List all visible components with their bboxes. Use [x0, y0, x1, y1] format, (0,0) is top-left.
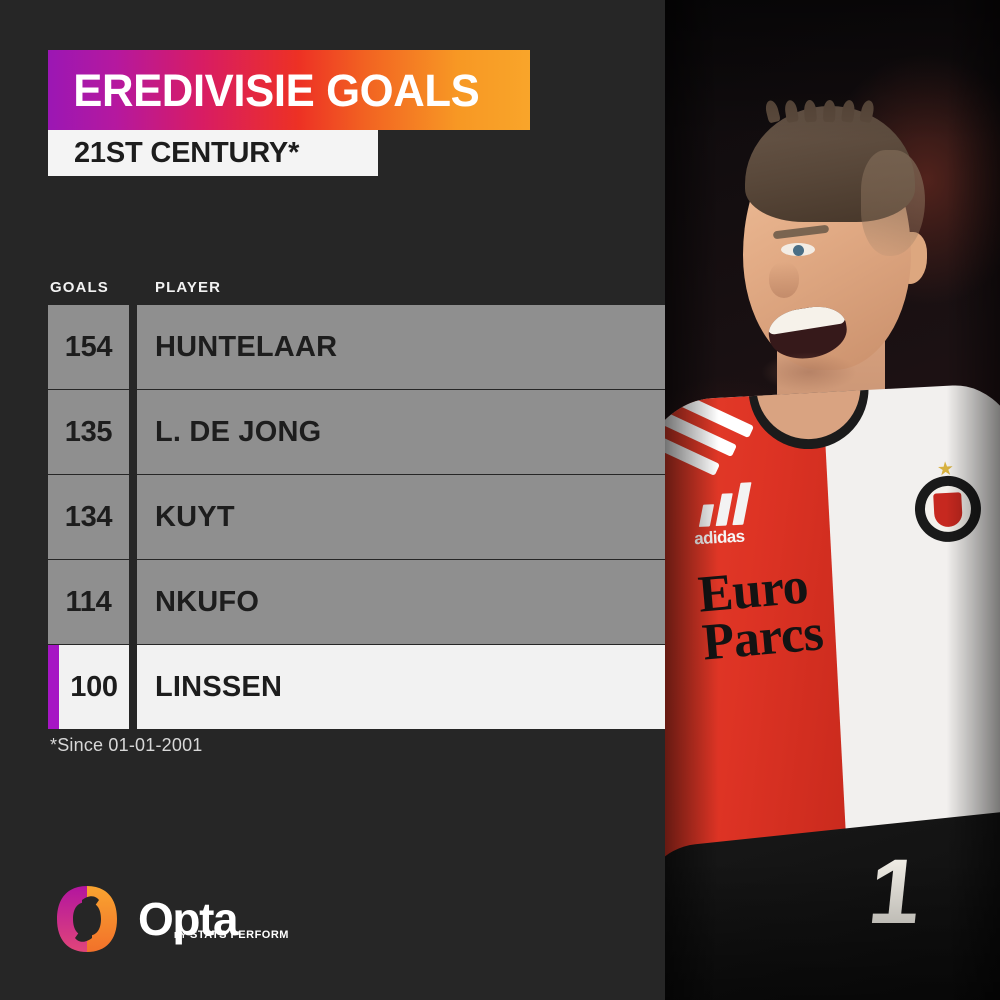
jersey-sponsor: Euro Parcs: [696, 548, 973, 671]
player-cell: KUYT: [137, 475, 665, 559]
table-row-highlighted[interactable]: 100 LINSSEN: [0, 645, 665, 729]
table-row[interactable]: 135 L. DE JONG: [0, 390, 665, 474]
player-name: HUNTELAAR: [155, 330, 338, 363]
title-banner: EREDIVISIE GOALS: [48, 50, 530, 130]
footnote-text: *Since 01-01-2001: [50, 735, 203, 755]
page-title: EREDIVISIE GOALS: [73, 64, 480, 116]
goals-value: 134: [64, 500, 113, 533]
goals-value: 100: [70, 670, 118, 703]
adidas-bar: [732, 482, 752, 526]
player-photo: adidas Euro Parcs ★ AEROREADY 1: [665, 0, 1000, 1000]
player-name: KUYT: [155, 500, 235, 533]
player-cell: HUNTELAAR: [137, 305, 665, 389]
goals-cell: 100: [59, 645, 129, 729]
goals-cell: 135: [48, 390, 129, 474]
club-crest-icon: ★: [913, 459, 983, 544]
column-header-player: PLAYER: [155, 279, 222, 296]
adidas-bar: [698, 504, 715, 527]
goals-value: 154: [64, 330, 113, 363]
player-name: LINSSEN: [155, 670, 283, 703]
opta-wordmark: Opta BY STATS PERFORM: [138, 893, 288, 946]
player-cell: LINSSEN: [137, 645, 665, 729]
table-row[interactable]: 134 KUYT: [0, 475, 665, 559]
opta-logo: Opta BY STATS PERFORM: [52, 884, 288, 954]
column-header-goals: GOALS: [50, 279, 109, 296]
opta-mark-icon: [57, 886, 117, 952]
goals-cell: 134: [48, 475, 129, 559]
page-subtitle: 21ST CENTURY*: [74, 136, 300, 169]
player-cell: NKUFO: [137, 560, 665, 644]
row-accent-bar: [48, 645, 59, 729]
table-row[interactable]: 114 NKUFO: [0, 560, 665, 644]
hair-spike: [823, 99, 836, 123]
opta-word: Opta: [138, 893, 239, 946]
table-row[interactable]: 154 HUNTELAAR: [0, 305, 665, 389]
player-name: L. DE JONG: [155, 415, 322, 448]
adidas-logo-icon: adidas: [691, 482, 790, 549]
crest-emblem: [933, 492, 963, 528]
player-chin-shadow: [761, 352, 857, 392]
player-name: NKUFO: [155, 585, 260, 618]
subtitle-banner: 21ST CENTURY*: [48, 130, 378, 176]
goals-cell: 114: [48, 560, 129, 644]
opta-tagline-by: BY: [174, 929, 187, 940]
goals-cell: 154: [48, 305, 129, 389]
left-content-panel: EREDIVISIE GOALS 21ST CENTURY* GOALS PLA…: [0, 50, 665, 954]
opta-tagline-main: STATS PERFORM: [189, 928, 289, 941]
goals-value: 135: [64, 415, 113, 448]
player-nose: [769, 262, 799, 298]
adidas-wordmark: adidas: [693, 526, 745, 549]
player-eye: [781, 243, 815, 256]
adidas-bar: [715, 493, 733, 527]
opta-tagline: BY STATS PERFORM: [174, 929, 289, 941]
player-cell: L. DE JONG: [137, 390, 665, 474]
player-jersey: adidas Euro Parcs ★: [665, 381, 1000, 873]
ranking-table: 154 HUNTELAAR 135 L. DE JONG 134: [0, 305, 665, 730]
shorts-number: 1: [864, 840, 923, 943]
goals-value: 114: [65, 585, 112, 618]
